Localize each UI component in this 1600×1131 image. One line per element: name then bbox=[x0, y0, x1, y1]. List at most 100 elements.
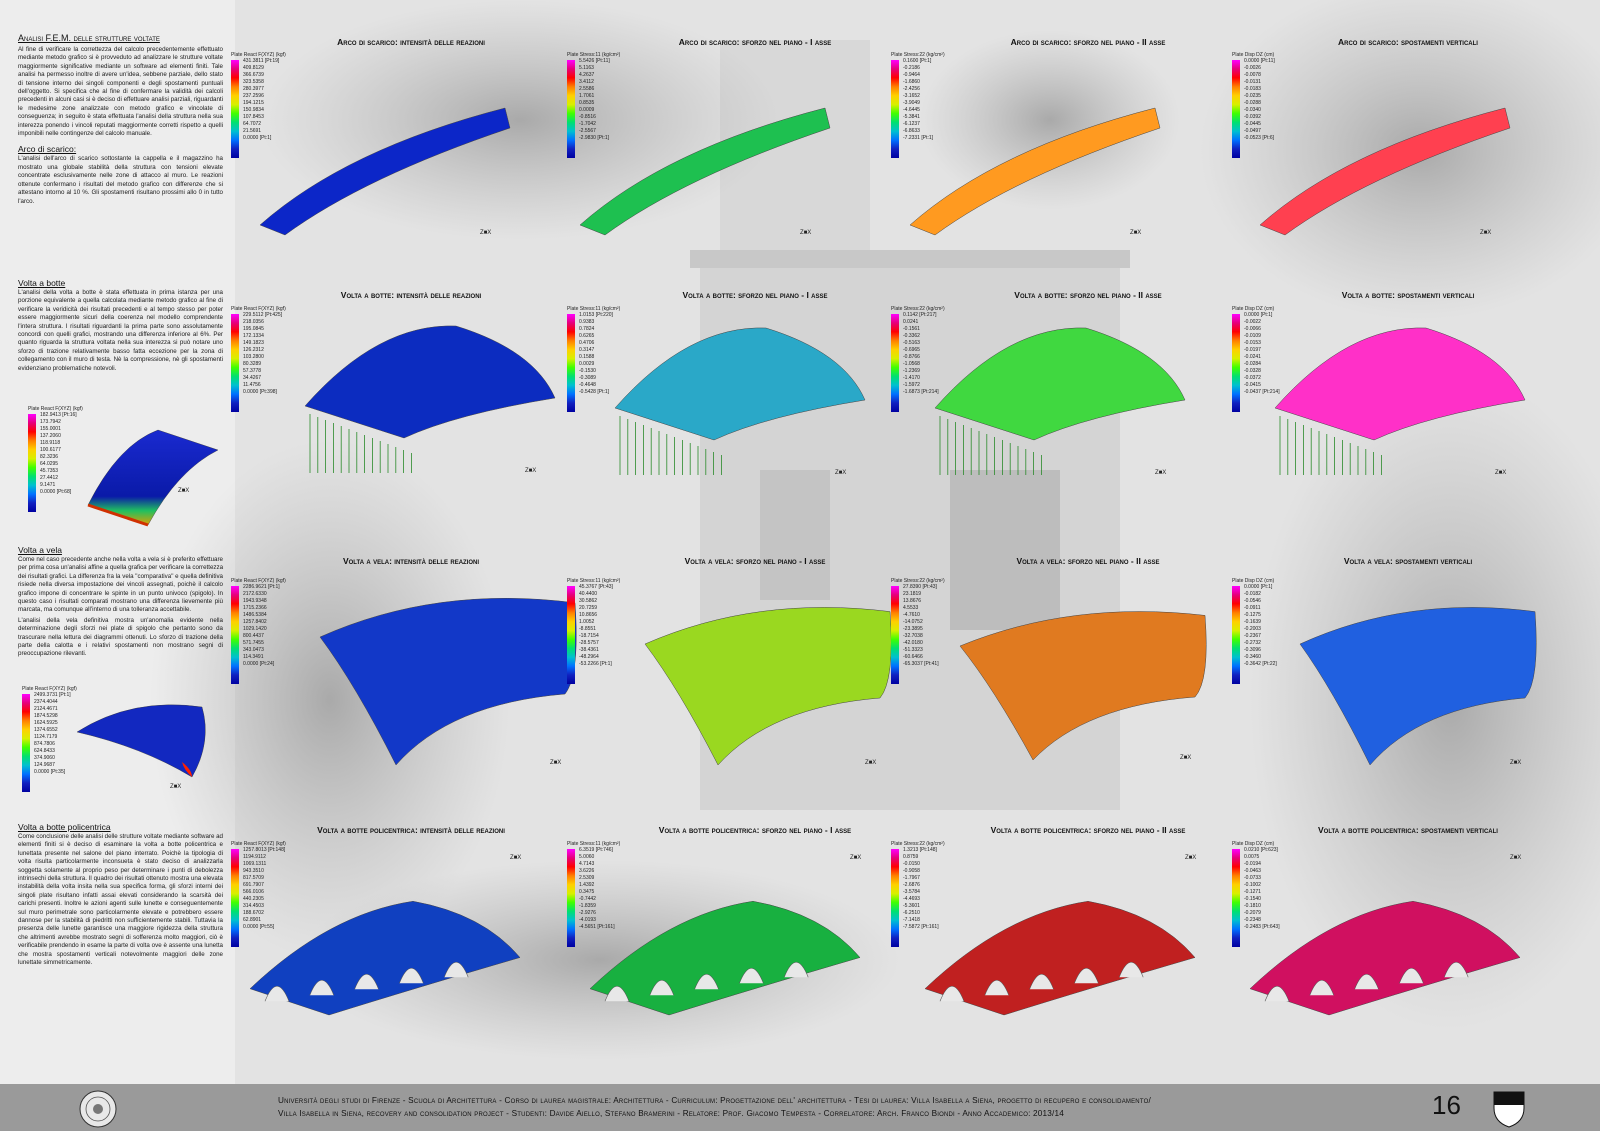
panel-title: Volta a vela: spostamenti verticali bbox=[1343, 556, 1473, 566]
color-legend: Plate Stress:11 (kg/cm²) 5.5426 [Pt:11] 5.… bbox=[567, 52, 621, 158]
panel-title: Volta a vela: intensità delle reazioni bbox=[342, 556, 480, 566]
legend-title: Plate React F(XYZ) (kgf) bbox=[231, 52, 286, 58]
fem-model bbox=[259, 107, 511, 236]
legend-title: Plate Stress:11 (kg/cm²) bbox=[567, 841, 621, 847]
legend-title: Plate Stress:22 (kg/cm²) bbox=[891, 578, 945, 584]
legend-values: 27.8390 [Pt:43] 23.1819 13.8676 4.5533 -4.76… bbox=[903, 584, 939, 667]
axis-triad: Z■X bbox=[1185, 855, 1197, 861]
section-policentrica-title: Volta a botte policentrica bbox=[18, 822, 111, 832]
section-arco-title: Arco di scarico: bbox=[18, 144, 77, 155]
fem-model bbox=[319, 598, 577, 766]
color-legend: Plate Stress:22 (kg/cm²) 0.1600 [Pt:1] -0.… bbox=[891, 52, 945, 158]
axis-triad: Z■X bbox=[480, 230, 492, 236]
axis-triad: Z■X bbox=[1495, 470, 1507, 476]
panel-title: Volta a botte: sforzo nel piano - I asse bbox=[682, 290, 828, 300]
color-legend: Plate React F(XYZ) (kgf) 1257.8013 [Pt:14… bbox=[231, 841, 286, 947]
color-scale-bar bbox=[231, 849, 239, 947]
section-vela-title: Volta a vela bbox=[18, 545, 62, 555]
panel-title: Arco di scarico: spostamenti verticali bbox=[1338, 37, 1478, 47]
color-scale-bar bbox=[567, 60, 575, 158]
fem-model bbox=[589, 900, 861, 1016]
legend-title: Plate Stress:11 (kg/cm²) bbox=[567, 306, 621, 312]
color-legend: Plate Stress:22 (kg/cm²) 1.3213 [Pt:148] 0… bbox=[891, 841, 945, 947]
fem-model bbox=[614, 327, 866, 475]
fem-model bbox=[1249, 900, 1521, 1016]
color-scale-bar bbox=[231, 60, 239, 158]
axis-triad: Z■X bbox=[850, 855, 862, 861]
footer-text: Università degli studi di Firenze - Scuo… bbox=[278, 1094, 1358, 1120]
axis-triad: Z■X bbox=[525, 468, 537, 474]
axis-triad: Z■X bbox=[510, 855, 522, 861]
panel-title: Volta a botte policentrica: sforzo nel p… bbox=[990, 825, 1186, 835]
color-legend: Plate Disp DZ (cm) 0.0210 [Pt:623] 0.0075-… bbox=[1232, 841, 1280, 947]
color-scale-bar bbox=[891, 60, 899, 158]
university-seal-icon bbox=[79, 1090, 117, 1128]
panel-title: Volta a vela: sforzo nel piano - I asse bbox=[684, 556, 826, 566]
legend-title: Plate Disp DZ (cm) bbox=[1232, 578, 1275, 584]
intro-block: Analisi F.E.M. delle strutture voltate A… bbox=[18, 33, 223, 212]
panel-title: Volta a botte policentrica: intensità de… bbox=[317, 825, 505, 835]
intro-text: Al fine di verificare la correttezza del… bbox=[18, 46, 223, 138]
color-legend: Plate Disp DZ (cm) 0.0000 [Pt:11] -0.0026-… bbox=[1232, 52, 1275, 158]
legend-title: Plate React F(XYZ) (kgf) bbox=[231, 841, 286, 847]
legend-values: 1257.8013 [Pt:148] 1194.9112 1069.1311 943.… bbox=[243, 847, 286, 930]
small-legend-botte: Plate React F(XYZ) (kgf) 182.9413 [Pt:16… bbox=[28, 406, 83, 512]
legend-title: Plate Disp DZ (cm) bbox=[1232, 841, 1275, 847]
section-botte: Volta a botte L'analisi della volta a bo… bbox=[18, 278, 223, 379]
legend-title: Plate Stress:11 (kg/cm²) bbox=[567, 52, 621, 58]
axis-triad: Z■X bbox=[1480, 230, 1492, 236]
color-scale-bar bbox=[891, 586, 899, 684]
small-model-vela bbox=[76, 704, 206, 778]
axis-triad: Z■X bbox=[1510, 855, 1522, 861]
fem-model bbox=[1299, 607, 1537, 766]
axis-triad: Z■X bbox=[835, 470, 847, 476]
color-scale-bar bbox=[231, 314, 239, 412]
legend-title: Plate Stress:11 (kg/cm²) bbox=[567, 578, 621, 584]
page-number: 16 bbox=[1432, 1090, 1461, 1120]
legend-values: 0.0000 [Pt:11] -0.0026 -0.0078 -0.0131 -0.01… bbox=[1244, 58, 1275, 141]
legend-title: Plate Disp DZ (cm) bbox=[1232, 306, 1275, 312]
color-scale-bar bbox=[1232, 849, 1240, 947]
color-scale-bar bbox=[1232, 60, 1240, 158]
axis-triad: Z■X bbox=[178, 488, 190, 494]
legend-values: 2286.9621 [Pt:1] 2172.6330 1943.9348 1715.2… bbox=[243, 584, 280, 667]
footer-line-2: Villa Isabella in Siena, recovery and co… bbox=[278, 1109, 1065, 1118]
color-scale-bar bbox=[1232, 314, 1240, 412]
fem-model bbox=[909, 107, 1161, 236]
legend-values: 1.3213 [Pt:148] 0.8759 -0.0150 -0.9058 -1.79… bbox=[903, 847, 939, 930]
color-legend: Plate Stress:11 (kg/cm²) 6.3519 [Pt:746] 5… bbox=[567, 841, 621, 947]
section-vela-text: Come nel caso precedente anche nella vol… bbox=[18, 556, 224, 614]
section-vela-text-2: L'analisi della vela definitiva mostra u… bbox=[18, 616, 223, 658]
color-legend: Plate React F(XYZ) (kgf) 431.3811 [Pt:19]… bbox=[231, 52, 286, 158]
axis-triad: Z■X bbox=[170, 784, 182, 790]
axis-triad: Z■X bbox=[865, 760, 877, 766]
color-legend: Plate Disp DZ (cm) 0.0000 [Pt:1] -0.0182 -0… bbox=[1232, 578, 1277, 684]
legend-title: Plate Stress:22 (kg/cm²) bbox=[891, 306, 945, 312]
section-vela: Volta a vela Come nel caso precedente an… bbox=[18, 545, 223, 665]
color-legend: Plate Stress:22 (kg/cm²) 0.1142 [Pt:217] 0… bbox=[891, 306, 945, 412]
panel-title: Volta a botte policentrica: sforzo nel p… bbox=[658, 825, 852, 835]
color-scale-bar bbox=[1232, 586, 1240, 684]
fem-model bbox=[1259, 107, 1511, 236]
legend-title: Plate React F(XYZ) (kgf) bbox=[231, 578, 286, 584]
main-title: Analisi F.E.M. delle strutture voltate bbox=[18, 33, 160, 43]
footer-bar: Università degli studi di Firenze - Scuo… bbox=[0, 1084, 1600, 1131]
section-botte-title: Volta a botte bbox=[18, 278, 66, 288]
legend-values: 5.5426 [Pt:11] 5.1163 4.2637 3.4112 2.5586 1.… bbox=[579, 58, 610, 141]
color-legend: Plate React F(XYZ) (kgf) 229.5112 [Pt:425… bbox=[231, 306, 286, 412]
section-arco-text: L'analisi dell'arco di scarico sottostan… bbox=[18, 155, 223, 205]
fem-model bbox=[644, 607, 892, 766]
fem-model bbox=[579, 107, 831, 236]
axis-triad: Z■X bbox=[1180, 755, 1192, 761]
legend-values: 0.1600 [Pt:1] -0.2186 -0.9464 -1.6860 -2.425… bbox=[903, 58, 934, 141]
legend-values: 6.3519 [Pt:746] 5.0060 4.7143 3.6226 2.5309 1… bbox=[579, 847, 615, 930]
axis-triad: Z■X bbox=[550, 760, 562, 766]
legend-title: Plate React F(XYZ) (kgf) bbox=[28, 406, 83, 412]
legend-values: 0.1142 [Pt:217] 0.0241 -0.1561 -0.3362 -0.51… bbox=[903, 312, 939, 395]
siena-shield-icon bbox=[1493, 1091, 1525, 1128]
fem-model bbox=[304, 325, 556, 473]
section-policentrica-text: Come conclusione delle analisi delle str… bbox=[18, 833, 223, 967]
small-model-botte bbox=[87, 429, 219, 527]
color-scale-bar bbox=[567, 314, 575, 412]
legend-values: 2499.3731 [Pt:1] 2374.4044 2124.4671 1874.5… bbox=[34, 692, 71, 775]
